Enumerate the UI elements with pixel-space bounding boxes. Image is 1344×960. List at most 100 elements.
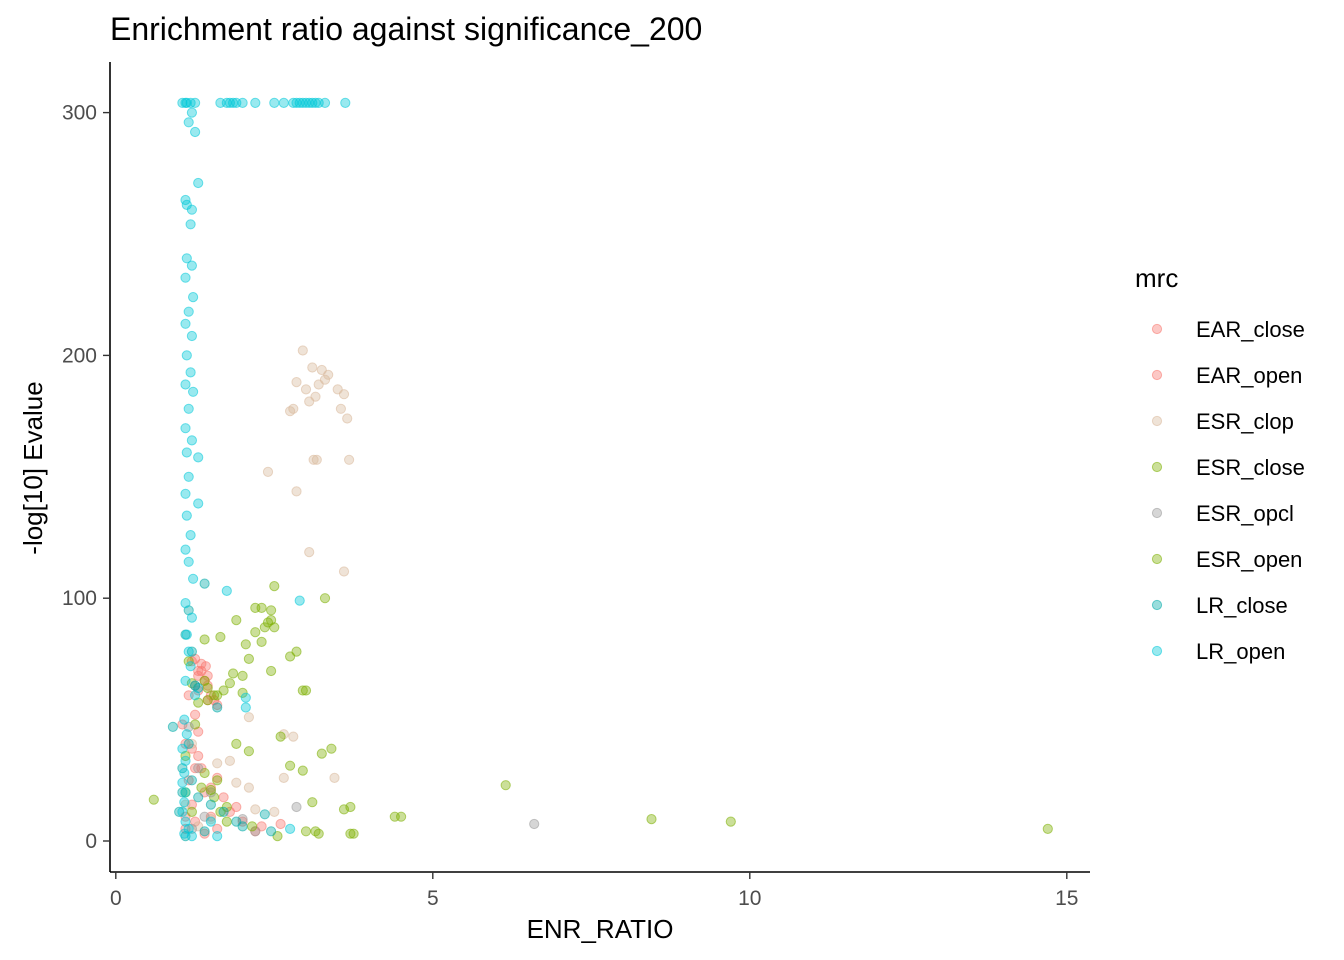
data-point bbox=[180, 488, 191, 499]
data-point bbox=[199, 578, 210, 589]
data-point bbox=[186, 204, 197, 215]
data-point bbox=[212, 702, 223, 713]
data-point bbox=[199, 828, 210, 839]
data-point bbox=[338, 804, 350, 815]
data-point bbox=[186, 775, 197, 786]
data-point bbox=[259, 809, 270, 820]
data-point bbox=[259, 622, 270, 633]
data-point bbox=[205, 784, 216, 796]
data-point bbox=[212, 775, 223, 786]
series-ESR_clop bbox=[180, 345, 355, 832]
x-axis-title: ENR_RATIO bbox=[527, 914, 674, 944]
data-point bbox=[278, 772, 289, 784]
data-point bbox=[221, 816, 232, 827]
data-point bbox=[285, 651, 296, 662]
data-point bbox=[180, 318, 191, 329]
data-point bbox=[389, 811, 400, 822]
data-point bbox=[183, 646, 194, 657]
data-point bbox=[240, 692, 251, 703]
y-axis-ticks: 0 100 200 300 bbox=[62, 102, 110, 853]
legend-label: ESR_close bbox=[1196, 455, 1305, 480]
data-point bbox=[307, 797, 318, 808]
data-point bbox=[269, 622, 280, 633]
legend-label: LR_close bbox=[1196, 593, 1288, 618]
data-point bbox=[205, 814, 216, 825]
data-point bbox=[319, 374, 331, 385]
data-point bbox=[307, 362, 318, 373]
data-point bbox=[205, 787, 216, 798]
data-point bbox=[180, 675, 191, 686]
data-point bbox=[297, 345, 308, 356]
data-point bbox=[338, 389, 350, 400]
data-point bbox=[218, 792, 229, 803]
data-point bbox=[218, 806, 229, 818]
data-point bbox=[243, 782, 254, 793]
data-point bbox=[250, 804, 261, 815]
data-point bbox=[224, 678, 235, 689]
series-LR_open bbox=[177, 97, 351, 842]
data-point bbox=[215, 631, 226, 643]
data-point bbox=[185, 661, 196, 672]
data-point bbox=[190, 709, 201, 720]
data-point bbox=[269, 806, 280, 818]
data-point bbox=[231, 738, 242, 750]
data-point bbox=[181, 97, 192, 109]
data-point bbox=[250, 97, 261, 109]
y-tick-label: 0 bbox=[85, 830, 97, 853]
data-point bbox=[266, 665, 277, 677]
data-point bbox=[215, 806, 226, 818]
data-point bbox=[181, 447, 192, 458]
data-point bbox=[202, 670, 213, 682]
data-point bbox=[212, 699, 223, 711]
data-point bbox=[319, 593, 331, 604]
data-point bbox=[188, 292, 199, 303]
data-point bbox=[335, 403, 346, 414]
data-point bbox=[185, 530, 196, 541]
data-point bbox=[237, 821, 248, 832]
data-point bbox=[231, 615, 242, 626]
y-tick-label: 200 bbox=[62, 344, 97, 367]
legend-title: mrc bbox=[1135, 263, 1178, 293]
data-point bbox=[342, 413, 353, 424]
data-point bbox=[180, 423, 191, 434]
data-point bbox=[183, 471, 194, 482]
legend-key bbox=[1151, 323, 1163, 335]
data-point bbox=[311, 454, 322, 465]
data-point bbox=[190, 126, 201, 138]
data-point bbox=[316, 748, 327, 759]
data-point bbox=[179, 828, 190, 839]
data-point bbox=[183, 556, 194, 567]
legend-key bbox=[1151, 599, 1163, 611]
data-point bbox=[202, 695, 213, 706]
data-point bbox=[180, 755, 191, 767]
data-point bbox=[256, 602, 267, 614]
data-point bbox=[294, 595, 305, 606]
legend-key bbox=[1151, 415, 1163, 427]
legend-label: ESR_clop bbox=[1196, 409, 1294, 434]
data-point bbox=[183, 306, 194, 317]
data-point bbox=[177, 806, 188, 818]
data-point bbox=[174, 806, 185, 818]
data-point bbox=[237, 97, 248, 109]
data-point bbox=[275, 818, 286, 830]
data-point bbox=[243, 712, 254, 723]
data-point bbox=[247, 821, 258, 832]
data-point bbox=[231, 777, 242, 788]
data-point bbox=[186, 260, 197, 271]
data-point bbox=[190, 690, 201, 701]
chart-title: Enrichment ratio against significance_20… bbox=[110, 11, 702, 47]
data-point bbox=[205, 799, 216, 810]
y-tick-label: 300 bbox=[62, 102, 97, 125]
legend-key bbox=[1151, 507, 1163, 519]
data-point bbox=[193, 665, 204, 677]
data-point bbox=[181, 253, 192, 264]
data-point bbox=[243, 746, 254, 757]
data-point bbox=[237, 814, 248, 825]
data-point bbox=[193, 452, 204, 463]
data-point bbox=[297, 685, 308, 696]
data-point bbox=[179, 797, 190, 808]
legend-label: EAR_close bbox=[1196, 317, 1305, 342]
data-point bbox=[180, 544, 191, 555]
data-point bbox=[269, 97, 280, 109]
data-point bbox=[256, 636, 267, 648]
